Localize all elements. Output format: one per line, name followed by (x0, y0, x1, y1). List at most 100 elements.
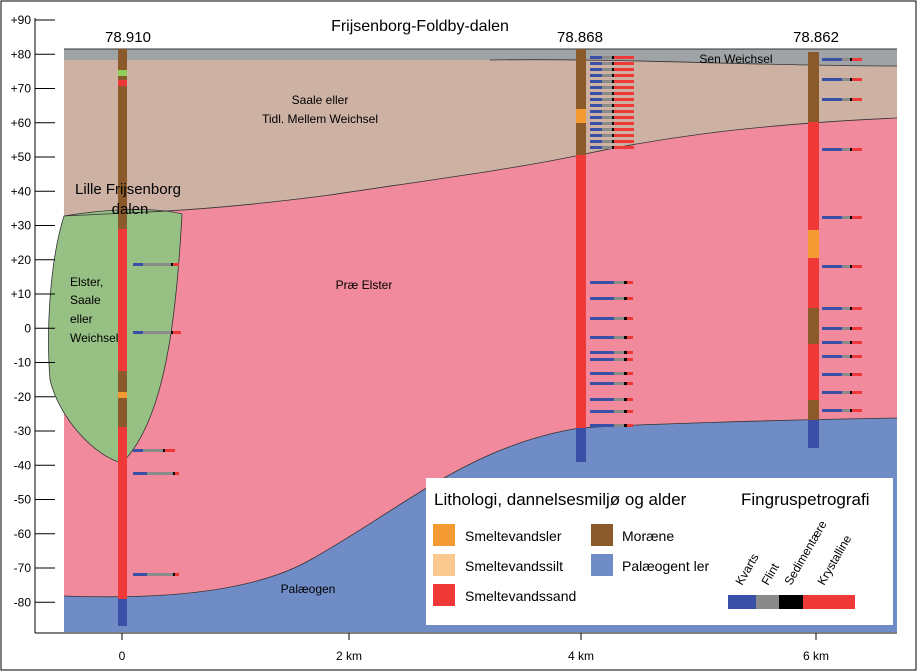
core-segment (118, 49, 127, 229)
petrography-bar-segment (590, 146, 602, 149)
core-segment (808, 400, 819, 420)
petrography-bar-segment (602, 104, 612, 107)
petrography-bar-segment (173, 263, 179, 266)
petrography-bar-segment (602, 74, 612, 77)
petrography-bar-segment (612, 98, 614, 101)
core-segment (576, 428, 586, 462)
petrography-bar-segment (850, 78, 852, 81)
y-tick-label: -70 (14, 561, 32, 575)
y-tick-label: -80 (14, 595, 32, 609)
x-tick-label: 4 km (568, 649, 594, 663)
petrography-bar-segment (612, 110, 614, 113)
petrography-bar-segment (590, 56, 602, 59)
unit-label-valley-fill: Saale (70, 293, 101, 307)
petrography-bar-segment (822, 265, 842, 268)
petrography-bar-segment (614, 146, 634, 149)
unit-label-valley-fill: eller (70, 312, 93, 326)
legend: Lithologi, dannelsesmiljø og alder Smelt… (426, 478, 893, 625)
y-tick-group: +90 +80 +70 +60 +50 +40 +30 +20 +10 0 -10 -20 -30 -40… (11, 13, 55, 609)
petrography-bar-segment (822, 355, 842, 358)
petrography-bar-segment (602, 116, 612, 119)
petrography-bar-segment (842, 341, 850, 344)
petrography-bar-segment (602, 68, 612, 71)
x-axis: 0 2 km 4 km 6 km (35, 632, 897, 663)
petrography-bar-segment (852, 373, 862, 376)
fingrus-title: Fingruspetrografi (741, 490, 870, 509)
petrography-bar-segment (852, 58, 862, 61)
y-tick-label: +60 (11, 116, 32, 130)
unit-label-valley-fill: Elster, (70, 275, 103, 289)
petrography-bar-segment (624, 351, 627, 354)
petrography-bar-segment (163, 449, 165, 452)
petrography-bar-segment (173, 472, 175, 475)
layer-saale (64, 59, 897, 216)
petrography-bar-segment (171, 263, 173, 266)
core-segment (118, 392, 127, 398)
petrography-bar-segment (624, 317, 627, 320)
petrography-bar-segment (614, 351, 624, 354)
petrography-bar-segment (143, 449, 163, 452)
petrography-bar-segment (612, 146, 614, 149)
petrography-bar-segment (612, 122, 614, 125)
unit-label-saale: Saale eller (292, 93, 349, 107)
legend-title: Lithologi, dannelsesmiljø og alder (434, 490, 687, 509)
petrography-bar-segment (590, 92, 602, 95)
y-tick-label: +90 (11, 13, 32, 27)
core-segment (118, 427, 127, 599)
core-78910 (118, 49, 127, 626)
petrography-bar-segment (614, 122, 634, 125)
petrography-bar-segment (614, 86, 634, 89)
petrography-bar-segment (614, 372, 624, 375)
unit-label-valley: dalen (112, 201, 149, 218)
core-78862 (808, 52, 819, 448)
y-tick-label: +70 (11, 82, 32, 96)
core-segment (118, 80, 127, 86)
petrography-bar-segment (627, 372, 633, 375)
petrography-bar-segment (822, 373, 842, 376)
petrography-bar-segment (602, 80, 612, 83)
petrography-bar-segment (590, 351, 614, 354)
borehole-label-78862: 78.862 (793, 29, 839, 46)
petrography-bar-segment (624, 410, 627, 413)
petrography-bar-segment (612, 134, 614, 137)
petrography-bar-segment (614, 424, 624, 427)
petrography-bar-segment (852, 327, 862, 330)
y-tick-label: -10 (14, 356, 32, 370)
petrography-bar-segment (590, 297, 614, 300)
legend-label: Smeltevandssilt (465, 558, 563, 574)
petrography-bar-segment (590, 398, 614, 401)
petrography-bar-segment (852, 98, 862, 101)
petrography-bar-segment (842, 391, 850, 394)
petrography-bar-segment (590, 134, 602, 137)
y-tick-label: -30 (14, 424, 32, 438)
petrography-bar-segment (612, 74, 614, 77)
petrography-bar-segment (590, 281, 614, 284)
petrography-bar-segment (590, 317, 614, 320)
petrography-bar-segment (852, 78, 862, 81)
petrography-bar-segment (614, 297, 624, 300)
legend-label: Smeltevandssand (465, 588, 576, 604)
x-tick-label: 0 (119, 649, 126, 663)
legend-label: Palæogent ler (622, 558, 710, 574)
petrography-bar-segment (614, 92, 634, 95)
petrography-bar-segment (852, 216, 862, 219)
petrography-bar-segment (173, 573, 175, 576)
core-segment (118, 599, 127, 626)
petrography-bar-segment (614, 104, 634, 107)
petrography-bar-segment (175, 573, 179, 576)
petrography-bar-segment (627, 317, 633, 320)
petrography-bar-segment (133, 472, 147, 475)
petrography-bar-segment (602, 128, 612, 131)
petrography-bar-segment (822, 58, 842, 61)
petrography-bar-segment (850, 98, 852, 101)
y-tick-label: +10 (11, 287, 32, 301)
petrography-bar-segment (612, 116, 614, 119)
petrography-bar-segment (602, 56, 612, 59)
petrography-bar-segment (602, 62, 612, 65)
layer-prae-elster (64, 118, 897, 597)
petrography-bar-segment (850, 391, 852, 394)
petrography-bar-segment (614, 382, 624, 385)
petrography-bar-segment (614, 80, 634, 83)
core-segment (118, 371, 127, 427)
petrography-bar-segment (602, 146, 612, 149)
